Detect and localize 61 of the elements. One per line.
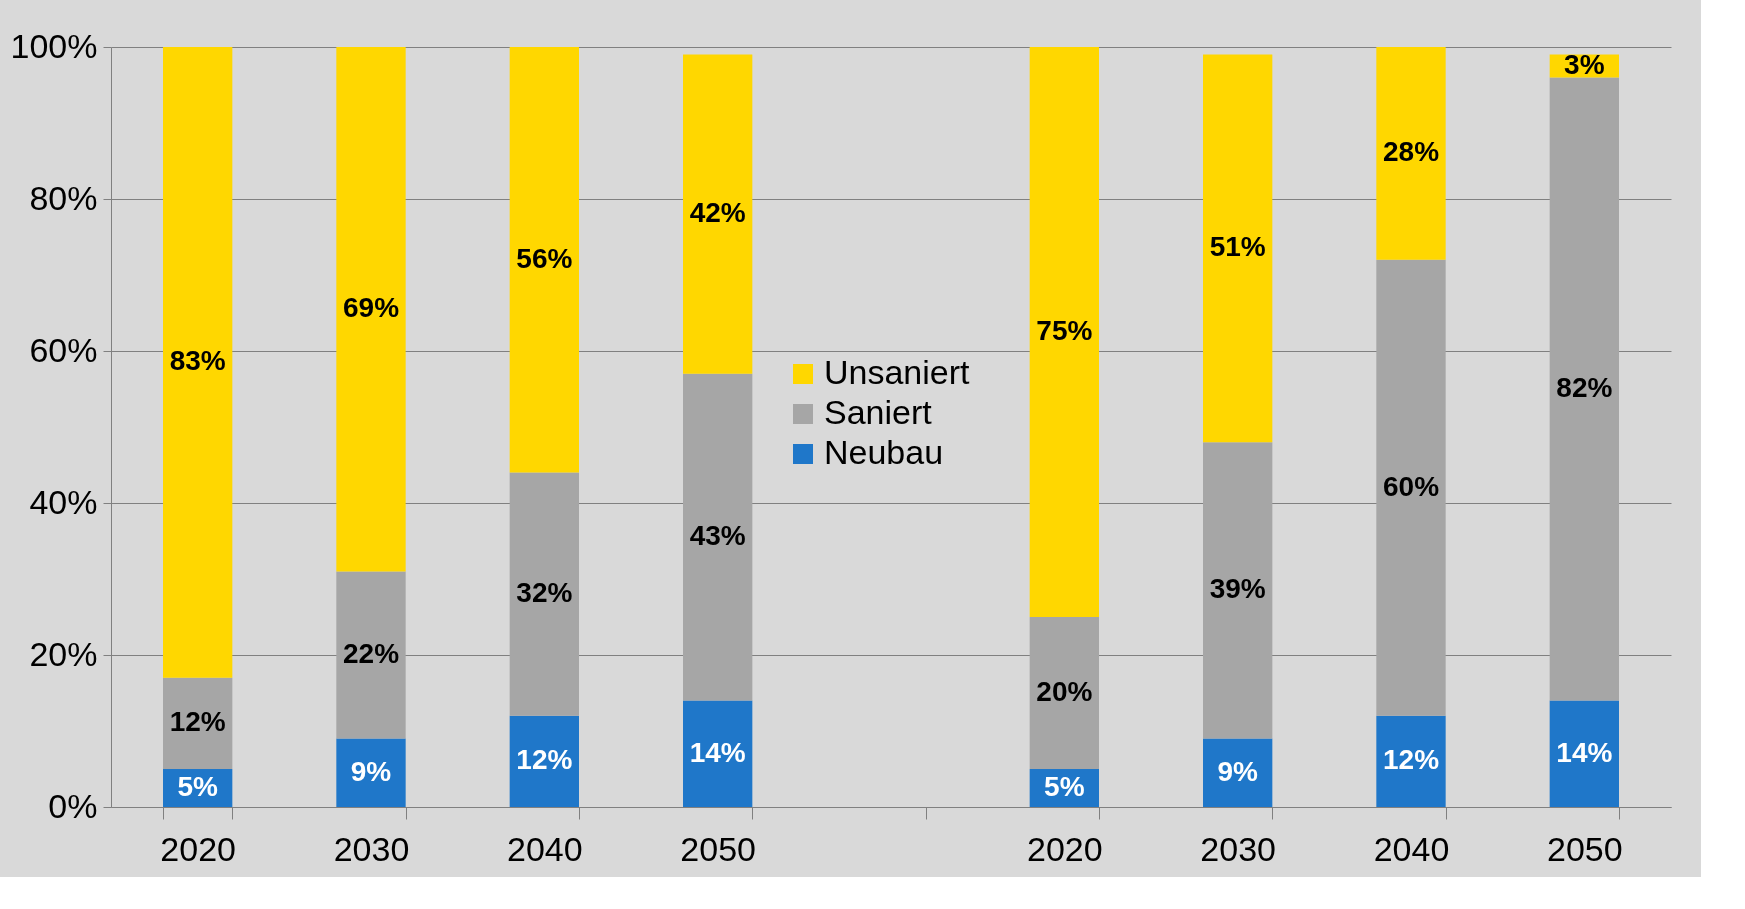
data-label: 14%	[689, 736, 746, 768]
bar	[1029, 47, 1099, 617]
data-label: 42%	[689, 197, 746, 229]
data-label: 9%	[1217, 755, 1258, 787]
x-tick-label: 2020	[160, 829, 236, 868]
data-label: 43%	[689, 520, 746, 552]
data-label: 12%	[169, 706, 226, 738]
bar	[336, 571, 406, 739]
y-tick-label: 80%	[29, 178, 98, 217]
data-label: 32%	[516, 577, 573, 609]
x-tick-label: 2050	[1547, 829, 1623, 868]
x-tick-label: 2030	[1200, 829, 1276, 868]
y-tick-label: 20%	[29, 634, 98, 673]
bar	[1376, 259, 1446, 716]
x-tick-label: 2040	[1373, 829, 1450, 868]
y-tick-label: 60%	[29, 330, 98, 369]
legend-label: Neubau	[824, 433, 944, 471]
data-label: 39%	[1209, 573, 1266, 605]
data-label: 22%	[342, 638, 400, 669]
data-label: 9%	[350, 755, 392, 787]
bar	[509, 472, 579, 716]
x-tick-label: 2050	[680, 829, 756, 868]
y-tick-label: 100%	[10, 26, 98, 65]
data-label: 14%	[1556, 736, 1613, 768]
data-label: 12%	[516, 744, 573, 776]
x-tick-label: 2020	[1027, 829, 1103, 868]
bar	[1549, 77, 1619, 701]
data-label: 28%	[1382, 136, 1440, 168]
data-label: 82%	[1556, 372, 1613, 403]
bar	[1203, 54, 1273, 443]
data-label: 5%	[177, 771, 218, 802]
bar	[509, 715, 579, 807]
data-label: 83%	[169, 345, 226, 377]
bar	[1549, 700, 1619, 807]
bar	[1376, 47, 1446, 260]
data-label: 3%	[1564, 49, 1605, 80]
bar	[1029, 617, 1099, 769]
bar	[683, 373, 753, 701]
bar	[336, 47, 406, 572]
bar	[163, 677, 233, 769]
bar	[1376, 715, 1446, 807]
data-label: 12%	[1382, 744, 1440, 776]
data-label: 51%	[1209, 231, 1266, 263]
y-tick-label: 40%	[29, 482, 98, 521]
x-tick-label: 2040	[507, 829, 583, 868]
bar	[163, 47, 233, 678]
bar	[683, 700, 753, 807]
bar	[336, 738, 406, 807]
bar	[509, 47, 579, 473]
x-tick-label: 2030	[333, 829, 410, 868]
legend-label: Saniert	[824, 393, 933, 431]
data-label: 69%	[342, 292, 400, 324]
bar	[1203, 442, 1273, 739]
data-label: 20%	[1036, 676, 1093, 707]
data-label: 75%	[1036, 315, 1093, 346]
bar	[683, 54, 753, 374]
data-label: 60%	[1382, 470, 1440, 502]
data-label: 5%	[1044, 771, 1085, 802]
legend-label: Unsaniert	[824, 353, 971, 391]
data-label: 56%	[516, 242, 573, 274]
y-tick-label: 0%	[48, 786, 98, 825]
